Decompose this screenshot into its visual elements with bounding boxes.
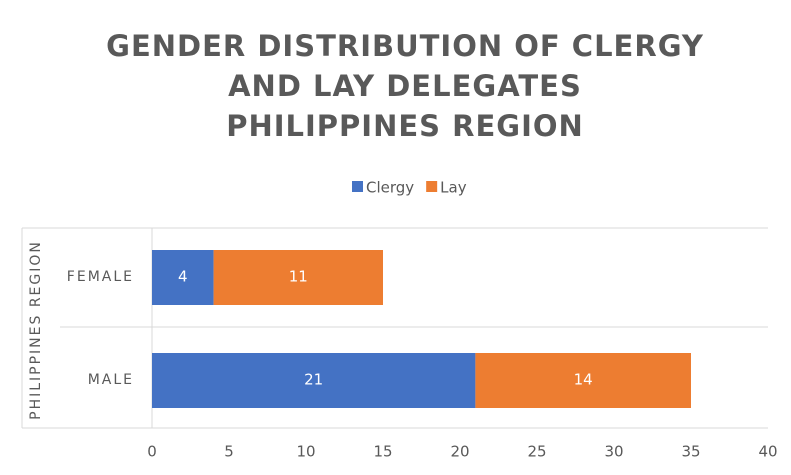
data-label: 14 — [574, 371, 593, 389]
bar-segment — [475, 353, 691, 408]
x-tick-label: 10 — [296, 443, 315, 461]
x-tick-label: 15 — [373, 443, 392, 461]
legend-swatch — [426, 181, 438, 192]
x-tick-label: 20 — [450, 443, 469, 461]
x-tick-label: 35 — [681, 443, 700, 461]
legend-swatch — [352, 181, 363, 192]
legend-label: Lay — [440, 179, 467, 197]
data-label: 4 — [178, 268, 188, 286]
data-label: 21 — [304, 371, 323, 389]
x-tick-label: 30 — [604, 443, 623, 461]
x-tick-label: 5 — [224, 443, 234, 461]
chart-title: PHILIPPINES REGION — [226, 109, 584, 143]
bar-segment — [152, 353, 476, 408]
chart-title: AND LAY DELEGATES — [228, 69, 582, 103]
bar-segment — [213, 250, 383, 305]
category-label: MALE — [88, 372, 134, 388]
x-tick-label: 0 — [147, 443, 157, 461]
y-axis-label: PHILIPPINES REGION — [28, 240, 44, 420]
x-tick-label: 25 — [527, 443, 546, 461]
bar-segment — [152, 250, 214, 305]
x-tick-label: 40 — [758, 443, 777, 461]
chart-title: GENDER DISTRIBUTION OF CLERGY — [106, 29, 704, 63]
legend-label: Clergy — [366, 179, 414, 197]
category-label: FEMALE — [67, 269, 134, 285]
data-label: 11 — [289, 268, 308, 286]
